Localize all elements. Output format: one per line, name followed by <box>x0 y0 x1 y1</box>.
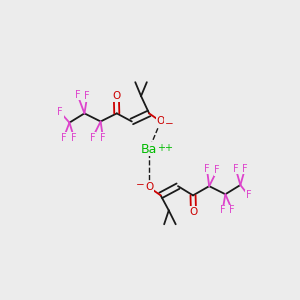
Text: F: F <box>246 190 251 200</box>
Text: F: F <box>100 133 106 142</box>
Text: Ba: Ba <box>141 143 157 156</box>
Text: F: F <box>57 107 63 117</box>
Text: O: O <box>145 182 153 192</box>
Text: O: O <box>112 91 121 101</box>
Text: F: F <box>90 133 95 142</box>
Text: F: F <box>61 133 67 142</box>
Text: −: − <box>136 180 145 190</box>
Text: F: F <box>220 206 225 215</box>
Text: F: F <box>242 164 248 174</box>
Text: F: F <box>75 90 80 100</box>
Text: O: O <box>189 207 198 217</box>
Text: F: F <box>84 91 90 101</box>
Text: F: F <box>233 164 239 174</box>
Text: F: F <box>230 206 235 215</box>
Text: F: F <box>204 164 210 174</box>
Text: −: − <box>165 119 174 129</box>
Text: F: F <box>71 133 77 142</box>
Text: ++: ++ <box>157 143 173 153</box>
Text: F: F <box>214 165 220 175</box>
Text: O: O <box>157 116 165 127</box>
